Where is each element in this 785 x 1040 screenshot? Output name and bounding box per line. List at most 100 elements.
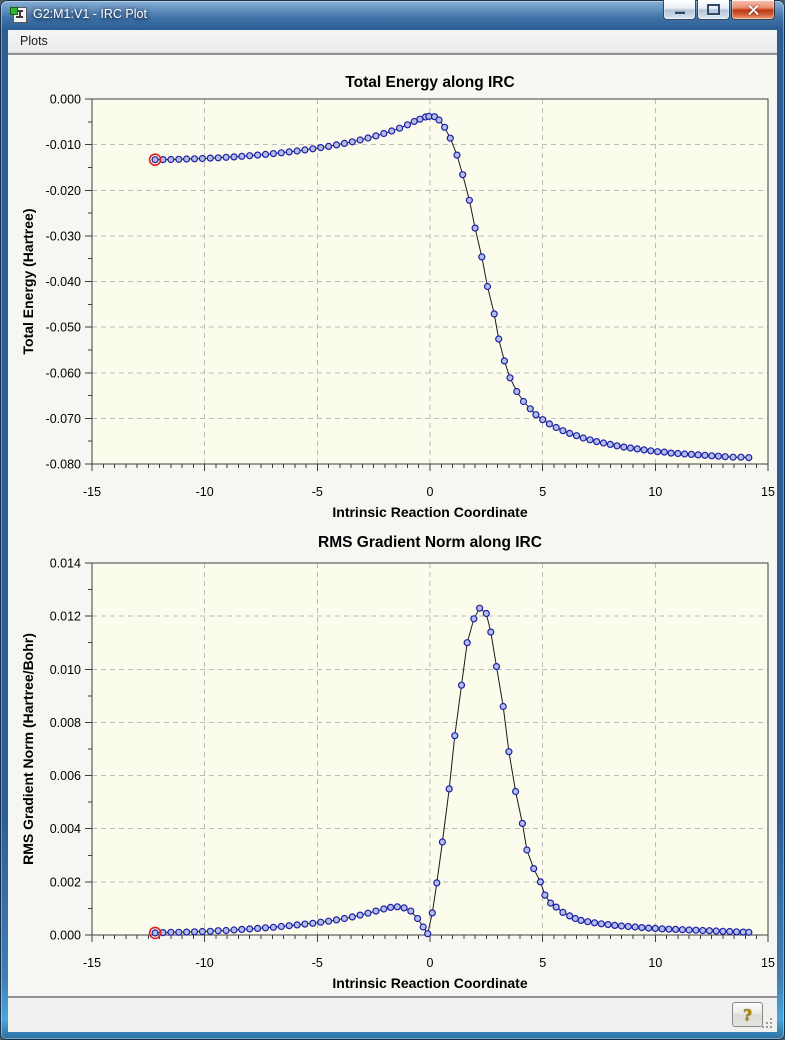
data-point[interactable] bbox=[175, 155, 183, 163]
data-point[interactable] bbox=[667, 449, 675, 457]
data-point[interactable] bbox=[732, 928, 741, 936]
data-point[interactable] bbox=[269, 923, 277, 931]
data-point[interactable] bbox=[699, 926, 707, 935]
data-point[interactable] bbox=[364, 909, 372, 917]
data-point[interactable] bbox=[190, 928, 199, 936]
data-point[interactable] bbox=[644, 924, 653, 932]
data-point[interactable] bbox=[566, 429, 574, 437]
data-point[interactable] bbox=[167, 155, 175, 164]
data-point[interactable] bbox=[631, 923, 639, 931]
data-point[interactable] bbox=[579, 434, 587, 442]
data-point[interactable] bbox=[532, 411, 540, 419]
data-point[interactable] bbox=[325, 917, 333, 925]
data-point[interactable] bbox=[737, 453, 745, 461]
data-point[interactable] bbox=[687, 450, 696, 458]
data-point[interactable] bbox=[380, 905, 388, 913]
close-button[interactable] bbox=[731, 0, 775, 20]
data-point[interactable] bbox=[513, 387, 521, 396]
help-button[interactable]: ? bbox=[732, 1002, 763, 1027]
data-point[interactable] bbox=[410, 117, 418, 126]
data-point[interactable] bbox=[396, 124, 404, 132]
data-point[interactable] bbox=[269, 149, 277, 158]
data-point[interactable] bbox=[206, 927, 214, 935]
data-point[interactable] bbox=[230, 926, 238, 934]
data-point[interactable] bbox=[624, 922, 632, 931]
data-point[interactable] bbox=[198, 154, 206, 163]
data-point[interactable] bbox=[577, 916, 585, 924]
data-point[interactable] bbox=[536, 878, 545, 886]
data-point[interactable] bbox=[584, 918, 592, 926]
data-point[interactable] bbox=[613, 442, 621, 450]
data-point[interactable] bbox=[492, 663, 501, 671]
data-point[interactable] bbox=[523, 846, 531, 854]
data-point[interactable] bbox=[246, 152, 254, 160]
data-point[interactable] bbox=[674, 449, 682, 458]
data-point[interactable] bbox=[433, 879, 441, 887]
data-point[interactable] bbox=[482, 609, 490, 618]
menu-plots[interactable]: Plots bbox=[20, 34, 48, 48]
data-point[interactable] bbox=[388, 127, 396, 135]
data-point[interactable] bbox=[470, 615, 478, 623]
data-point[interactable] bbox=[566, 912, 574, 920]
data-point[interactable] bbox=[151, 929, 159, 937]
data-point[interactable] bbox=[530, 865, 538, 873]
data-point[interactable] bbox=[545, 420, 554, 428]
data-point[interactable] bbox=[340, 914, 348, 923]
data-point[interactable] bbox=[726, 927, 734, 936]
data-point[interactable] bbox=[332, 916, 341, 924]
data-point[interactable] bbox=[518, 819, 527, 827]
resize-grip[interactable] bbox=[762, 1018, 774, 1030]
data-point[interactable] bbox=[190, 155, 199, 163]
data-point[interactable] bbox=[597, 920, 605, 928]
data-point[interactable] bbox=[678, 926, 687, 934]
data-point[interactable] bbox=[293, 921, 301, 929]
data-point[interactable] bbox=[183, 928, 191, 936]
data-point[interactable] bbox=[254, 151, 262, 159]
data-point[interactable] bbox=[559, 908, 567, 916]
data-point[interactable] bbox=[729, 453, 737, 461]
data-point[interactable] bbox=[512, 787, 520, 796]
data-point[interactable] bbox=[340, 139, 348, 148]
data-point[interactable] bbox=[505, 748, 513, 756]
data-point[interactable] bbox=[552, 423, 560, 432]
data-point[interactable] bbox=[701, 451, 709, 459]
data-point[interactable] bbox=[317, 143, 325, 152]
data-point[interactable] bbox=[451, 732, 459, 740]
data-point[interactable] bbox=[640, 446, 648, 454]
data-point[interactable] bbox=[435, 116, 443, 124]
data-point[interactable] bbox=[222, 926, 230, 935]
data-point[interactable] bbox=[611, 921, 619, 929]
data-point[interactable] bbox=[372, 907, 380, 915]
data-point[interactable] bbox=[238, 152, 246, 160]
data-point[interactable] bbox=[500, 357, 508, 365]
data-point[interactable] bbox=[539, 416, 547, 424]
data-point[interactable] bbox=[487, 628, 495, 636]
data-point[interactable] bbox=[183, 155, 191, 163]
data-point[interactable] bbox=[745, 454, 753, 462]
data-point[interactable] bbox=[285, 922, 293, 930]
data-point[interactable] bbox=[348, 913, 356, 921]
data-point[interactable] bbox=[393, 903, 401, 911]
data-point[interactable] bbox=[167, 928, 175, 936]
data-point[interactable] bbox=[712, 927, 720, 935]
data-point[interactable] bbox=[590, 919, 599, 927]
titlebar[interactable]: G2:M1:V1 - IRC Plot bbox=[0, 0, 785, 30]
data-point[interactable] bbox=[647, 447, 655, 455]
data-point[interactable] bbox=[151, 156, 159, 164]
data-point[interactable] bbox=[414, 914, 422, 923]
data-point[interactable] bbox=[606, 440, 614, 448]
data-point[interactable] bbox=[465, 196, 473, 204]
data-point[interactable] bbox=[552, 903, 560, 911]
data-point[interactable] bbox=[471, 224, 479, 232]
data-point[interactable] bbox=[519, 397, 528, 406]
data-point[interactable] bbox=[254, 924, 262, 932]
data-point[interactable] bbox=[651, 924, 659, 932]
data-point[interactable] bbox=[445, 785, 453, 793]
data-point[interactable] bbox=[495, 335, 503, 343]
data-point[interactable] bbox=[214, 927, 222, 935]
data-point[interactable] bbox=[526, 405, 534, 413]
data-point[interactable] bbox=[238, 925, 246, 933]
data-point[interactable] bbox=[364, 134, 372, 142]
data-point[interactable] bbox=[380, 129, 388, 138]
data-point[interactable] bbox=[356, 136, 364, 144]
